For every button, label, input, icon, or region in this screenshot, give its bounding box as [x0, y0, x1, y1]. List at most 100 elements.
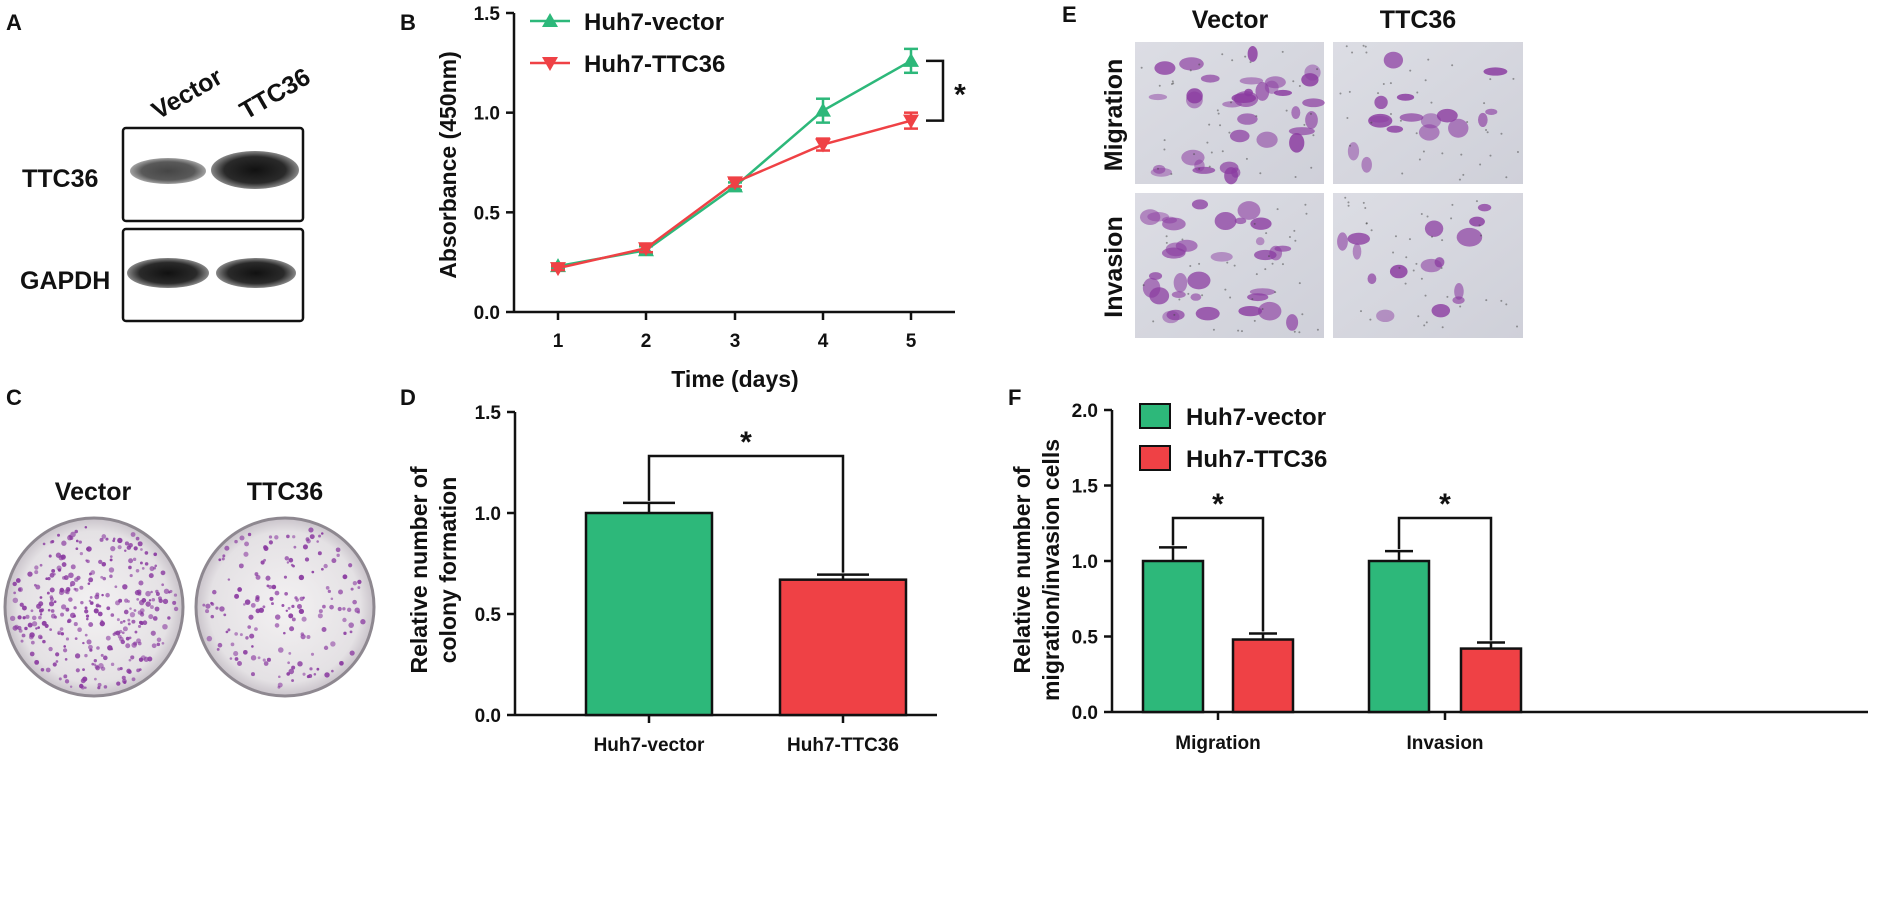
colony-dot — [281, 603, 285, 607]
colony-dot — [31, 621, 38, 627]
stained-cell — [1190, 293, 1202, 301]
colony-dot — [39, 563, 43, 567]
colony-dot — [233, 651, 239, 657]
chart-f-legend-swatch — [1139, 403, 1171, 429]
membrane-pore — [1245, 157, 1248, 160]
stained-cell — [1361, 156, 1372, 173]
colony-dot — [73, 614, 76, 618]
stained-cell — [1389, 264, 1408, 279]
colony-dot — [320, 567, 324, 571]
stained-cell — [1456, 227, 1483, 247]
membrane-pore — [1268, 255, 1271, 258]
colony-dot — [117, 537, 123, 544]
colony-dot — [352, 599, 357, 605]
colony-dot — [34, 565, 39, 570]
colony-dot — [80, 685, 85, 690]
colony-dot — [137, 541, 143, 547]
colony-dot — [55, 660, 59, 663]
colony-dot — [105, 537, 109, 541]
membrane-pore — [1193, 153, 1196, 156]
membrane-pore — [1424, 79, 1427, 82]
membrane-pore — [1298, 85, 1301, 88]
colony-dot — [15, 578, 21, 583]
colony-dot — [288, 668, 295, 675]
membrane-pore — [1486, 131, 1489, 134]
colony-dot — [283, 575, 288, 579]
colony-dot — [297, 661, 303, 667]
colony-dot — [292, 535, 296, 539]
colony-dot — [127, 622, 131, 626]
colony-dot — [124, 549, 127, 553]
colony-dot — [21, 633, 26, 638]
membrane-pore — [1158, 84, 1161, 87]
colony-dot — [128, 558, 134, 564]
chart-f-sig-bracket — [1397, 516, 1493, 641]
membrane-pore — [1417, 315, 1420, 318]
colony-dot — [234, 593, 240, 599]
colony-dot — [218, 558, 222, 562]
colony-dot — [82, 641, 85, 645]
stained-cell — [1255, 81, 1270, 101]
colony-dot — [126, 668, 132, 674]
membrane-pore — [1418, 158, 1421, 161]
colony-dot — [349, 630, 353, 634]
membrane-pore — [1292, 80, 1295, 83]
stained-cell — [1247, 45, 1258, 62]
membrane-pore — [1466, 120, 1469, 123]
colony-dot — [205, 603, 211, 609]
colony-dot — [98, 663, 104, 669]
dish-label-vector: Vector — [55, 478, 132, 506]
colony-dot — [73, 622, 78, 627]
colony-dot — [288, 613, 294, 619]
chart-f-sig-star: * — [1212, 488, 1224, 521]
membrane-pore — [1422, 150, 1425, 153]
colony-dot — [130, 532, 136, 537]
colony-dot — [313, 673, 317, 676]
colony-dot — [45, 577, 49, 581]
membrane-pore — [1398, 266, 1401, 269]
colony-dot — [162, 598, 169, 605]
colony-dot — [84, 526, 88, 529]
colony-dot — [18, 587, 22, 592]
colony-dot — [152, 616, 158, 621]
colony-dot — [352, 581, 358, 586]
colony-dot — [65, 607, 70, 612]
stained-cell — [1171, 291, 1186, 298]
colony-dot — [274, 535, 279, 540]
membrane-pore — [1237, 329, 1240, 332]
colony-dot — [112, 539, 116, 543]
panel-a: A Vector TTC36 TTC36 GAPDH — [6, 10, 315, 323]
membrane-pore — [1173, 313, 1176, 316]
colony-dot — [139, 561, 143, 565]
panel-b-letter: B — [400, 10, 416, 35]
membrane-pore — [1198, 63, 1201, 66]
colony-dot — [56, 565, 62, 571]
membrane-pore — [1303, 123, 1306, 126]
colony-dish-vector — [3, 516, 185, 698]
colony-dot — [99, 620, 106, 627]
colony-dot — [38, 601, 44, 607]
colony-dot — [136, 638, 141, 644]
colony-dot — [142, 620, 148, 626]
colony-dot — [68, 572, 74, 579]
colony-dot — [321, 627, 327, 632]
membrane-pore — [1233, 264, 1236, 267]
colony-dot — [37, 626, 40, 629]
membrane-pore — [1274, 291, 1277, 294]
chart-f-bar — [1367, 559, 1431, 714]
colony-dot — [234, 632, 238, 636]
colony-dot — [205, 609, 210, 614]
colony-dot — [97, 611, 103, 617]
stained-cell — [1191, 199, 1209, 210]
membrane-pore — [1259, 172, 1262, 175]
colony-dot — [100, 575, 104, 579]
membrane-pore — [1345, 45, 1348, 48]
membrane-pore — [1462, 173, 1465, 176]
colony-dot — [114, 585, 118, 589]
band-gapdh-ttc36 — [216, 258, 296, 288]
stained-cell — [1454, 283, 1464, 300]
chart-f-ytick-label: 1.5 — [1072, 477, 1099, 498]
chart-f-legend-swatch — [1139, 445, 1171, 471]
membrane-pore — [1479, 163, 1482, 166]
chart-b-ytick-label: 1.0 — [474, 104, 500, 125]
